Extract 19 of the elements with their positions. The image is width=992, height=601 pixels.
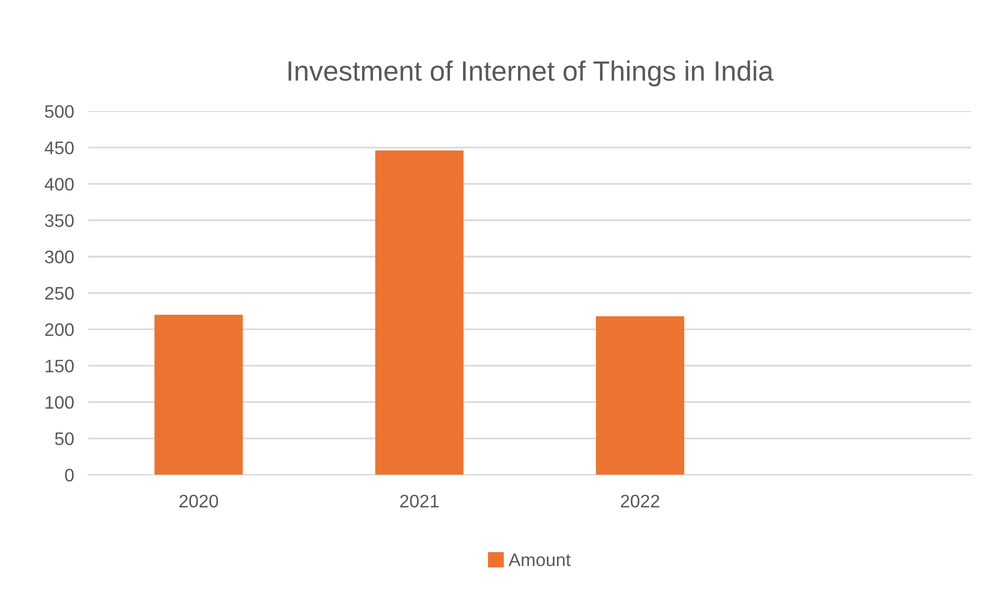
bar: [375, 150, 464, 475]
chart-title: Investment of Internet of Things in India: [288, 60, 774, 86]
y-tick-label: 50: [55, 432, 74, 446]
x-tick-label: 2022: [620, 494, 660, 508]
x-tick-label: 2021: [400, 494, 439, 508]
y-tick-label: 100: [46, 396, 74, 409]
y-tick-label: 300: [44, 250, 74, 264]
y-tick-label: 350: [44, 214, 74, 227]
y-tick-label: 400: [44, 178, 74, 191]
x-tick-label: 2020: [179, 494, 218, 508]
y-tick-label: 450: [44, 141, 74, 154]
y-tick-label: 0: [65, 468, 74, 482]
legend-label: Amount: [508, 554, 571, 566]
y-tick-label: 250: [45, 286, 74, 300]
y-tick-label: 200: [45, 323, 74, 336]
y-tick-label: 500: [45, 105, 74, 118]
y-tick-label: 150: [46, 360, 74, 372]
bar: [154, 314, 243, 475]
bar: [596, 316, 684, 475]
